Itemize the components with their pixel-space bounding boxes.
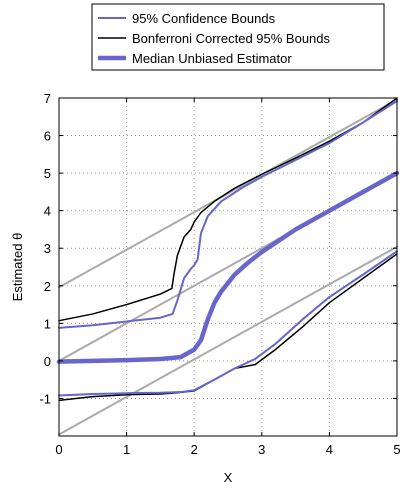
x-tick-label: 4 [326,442,333,457]
y-tick-label: 2 [44,279,51,294]
legend-entry-label: 95% Confidence Bounds [132,11,276,26]
y-tick-label: -1 [39,391,51,406]
series-line-7 [58,250,398,397]
x-axis-label: X [224,470,233,485]
series-line-3 [58,245,398,436]
ticks: 0 1 2 3 4 5 -1 0 1 2 3 4 5 6 7 [39,91,400,457]
x-tick-label: 3 [258,442,265,457]
series-line-6 [58,100,398,329]
x-tick-label: 1 [123,442,130,457]
x-tick-label: 2 [191,442,198,457]
legend-entry-label: Bonferroni Corrected 95% Bounds [132,31,331,46]
series-line-4 [58,97,398,322]
y-tick-label: 6 [44,129,51,144]
y-axis-label: Estimated θ [10,233,25,302]
series-group [56,97,400,436]
y-tick-label: 0 [44,354,51,369]
y-tick-label: 1 [44,316,51,331]
y-tick-label: 7 [44,91,51,106]
y-tick-label: 4 [44,204,51,219]
plot-area-frame [58,97,398,437]
legend: 95% Confidence Bounds Bonferroni Correcte… [91,3,385,71]
y-tick-label: 5 [44,166,51,181]
legend-entry-label: Median Unbiased Estimator [132,51,292,66]
legend-box [91,3,385,71]
series-line-8 [56,170,400,364]
y-tick-label: 3 [44,241,51,256]
x-tick-label: 5 [393,442,400,457]
x-tick-label: 0 [55,442,62,457]
